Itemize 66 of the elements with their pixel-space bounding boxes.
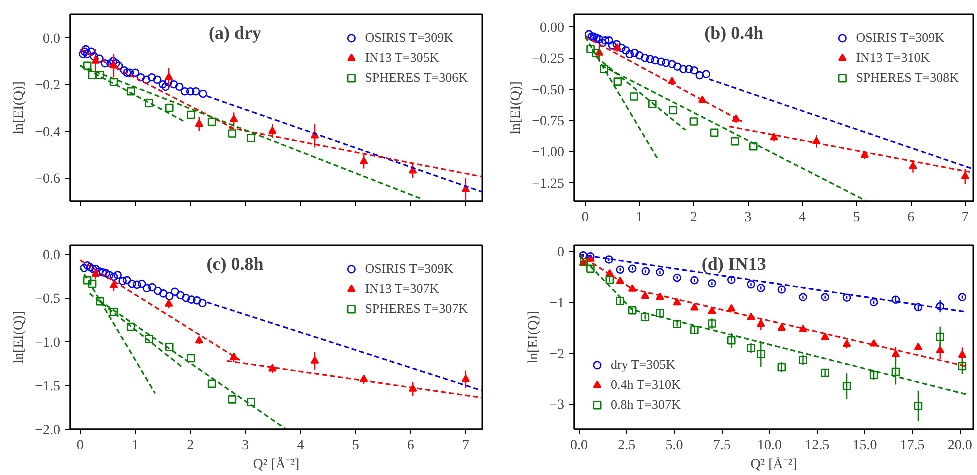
text: (a) dry	[209, 23, 262, 44]
x-tick-label: 6	[407, 438, 414, 454]
legend-label: IN13 T=307K	[365, 281, 440, 297]
y-tick-label: 0.00	[540, 20, 564, 36]
x-tick-label: 3	[242, 438, 250, 454]
x-tick-label: 7	[962, 210, 969, 226]
y-tick-label: −2	[550, 347, 565, 362]
x-tick-label: 17.5	[900, 438, 925, 454]
legend-label: OSIRIS T=309K	[365, 30, 454, 46]
y-tick-label: −1.25	[532, 176, 565, 192]
text: (b) 0.4h	[704, 23, 764, 44]
x-tick-label: 5	[352, 438, 360, 454]
x-tick-label: 12.5	[805, 438, 830, 454]
legend-label: SPHERES T=307K	[365, 301, 468, 317]
y-tick-label: −2.0	[35, 424, 61, 438]
y-axis-title: ln[EI(Q)]	[12, 82, 28, 134]
legend-label: 0.4h T=310K	[611, 377, 681, 393]
y-tick-label: −1	[550, 296, 565, 312]
y-tick-label: −1.00	[532, 146, 565, 161]
x-tick-label: 1	[636, 210, 644, 226]
legend-label: IN13 T=305K	[365, 50, 440, 66]
x-tick-label: 7	[462, 438, 470, 454]
legend-label: OSIRIS T=309K	[365, 261, 454, 277]
x-tick-label: 5	[853, 210, 860, 226]
x-tick-label: 15.0	[852, 438, 878, 454]
x-tick-label: 0	[582, 210, 589, 226]
x-tick-label: 6	[908, 210, 915, 226]
x-tick-label: 4	[297, 438, 304, 454]
x-tick-label: 0.0	[570, 438, 588, 454]
y-axis-title: ln[EI(Q)]	[509, 82, 524, 134]
y-tick-label: −0.6	[35, 172, 61, 188]
y-tick-label: −0.4	[35, 125, 61, 140]
x-tick-label: 20.0	[948, 438, 972, 454]
legend-label: 0.8h T=307K	[611, 397, 681, 413]
y-tick-label: −0.2	[35, 78, 61, 94]
x-axis-title: Q² [Å⁻²]	[253, 456, 300, 472]
x-tick-label: 0	[76, 438, 84, 454]
y-tick-label: −3	[550, 398, 565, 414]
y-tick-label: −1.5	[35, 380, 61, 395]
text: (d) IN13	[702, 254, 766, 274]
y-axis-title: ln[EI(Q)]	[12, 311, 28, 364]
x-tick-label: 10.0	[757, 438, 782, 454]
x-tick-label: 5.0	[666, 438, 684, 454]
x-axis-title: Q² [Å⁻²]	[750, 456, 798, 472]
legend-label: dry T=305K	[611, 357, 676, 373]
y-tick-label: −0.50	[532, 83, 565, 98]
y-tick-label: −0.5	[35, 292, 61, 308]
y-tick-label: −0.25	[532, 52, 565, 68]
y-axis-title: ln[EI(Q)]	[526, 311, 542, 364]
x-tick-label: 2	[187, 438, 194, 454]
x-tick-label: 2	[690, 210, 698, 226]
text: (c) 0.8h	[206, 254, 264, 274]
y-tick-label: 0.0	[43, 32, 60, 47]
legend-label: SPHERES T=308K	[856, 70, 959, 86]
y-tick-label: 0	[558, 246, 564, 261]
legend-label: OSIRIS T=309K	[856, 30, 945, 46]
legend-label: SPHERES T=306K	[365, 70, 468, 86]
x-tick-label: 4	[799, 210, 806, 226]
x-tick-label: 2.5	[618, 438, 636, 454]
y-tick-label: 0.0	[43, 248, 60, 264]
x-tick-label: 1	[132, 438, 139, 454]
x-tick-label: 7.5	[713, 438, 731, 454]
y-tick-label: −1.0	[35, 336, 61, 351]
y-tick-label: −0.75	[532, 114, 565, 130]
legend-label: IN13 T=310K	[856, 50, 930, 66]
x-tick-label: 3	[744, 210, 752, 226]
